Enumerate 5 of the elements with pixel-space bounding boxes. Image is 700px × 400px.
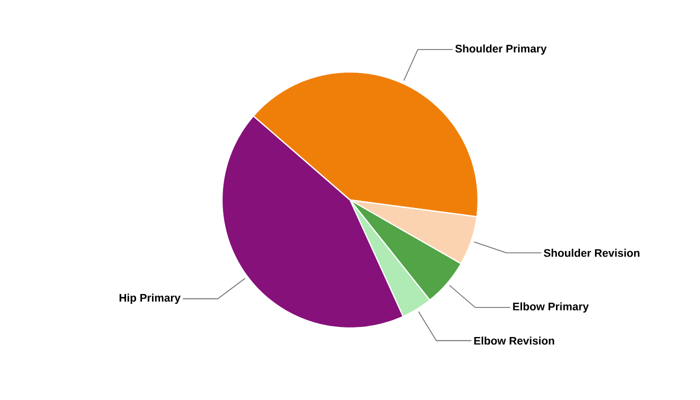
- slice-label: Elbow Revision: [474, 336, 554, 345]
- slice-label: Hip Primary: [120, 294, 181, 304]
- slice-label: Shoulder Revision: [544, 248, 640, 257]
- slice-label: Shoulder Primary: [455, 44, 547, 55]
- slice-label: Elbow Primary: [513, 302, 589, 313]
